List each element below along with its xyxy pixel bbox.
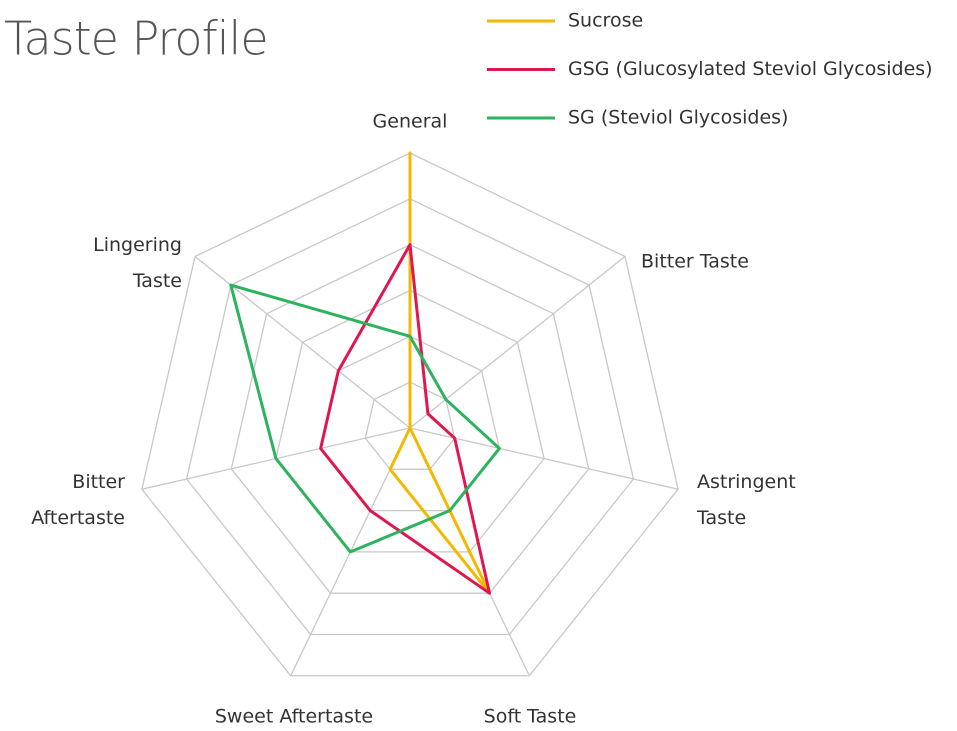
grid-ring — [364, 381, 456, 470]
axis-label: General — [373, 111, 448, 133]
spoke — [409, 256, 626, 429]
legend-label: SG (Steviol Glycosides) — [568, 107, 788, 129]
axis-label: Bitter Taste — [641, 251, 749, 273]
spoke — [409, 427, 679, 490]
axis-label: Soft Taste — [484, 706, 577, 728]
legend-label: Sucrose — [568, 10, 643, 32]
axis-label: Astringent Taste — [696, 471, 796, 529]
axis-label: Sweet Aftertaste — [215, 706, 373, 728]
grid-ring — [275, 289, 545, 553]
chart-title: Taste Profile — [4, 12, 268, 66]
series-line — [388, 151, 492, 595]
series-line — [319, 243, 492, 595]
grid-ring — [141, 152, 679, 677]
legend-label: GSG (Glucosylated Steviol Glycosides) — [568, 58, 933, 80]
axis-label: Bitter Aftertaste — [31, 471, 125, 529]
grid-ring — [230, 243, 590, 594]
grid-ring — [185, 198, 635, 636]
spoke — [194, 256, 411, 429]
axis-label: Lingering Taste — [93, 234, 182, 292]
series-line — [229, 283, 501, 554]
